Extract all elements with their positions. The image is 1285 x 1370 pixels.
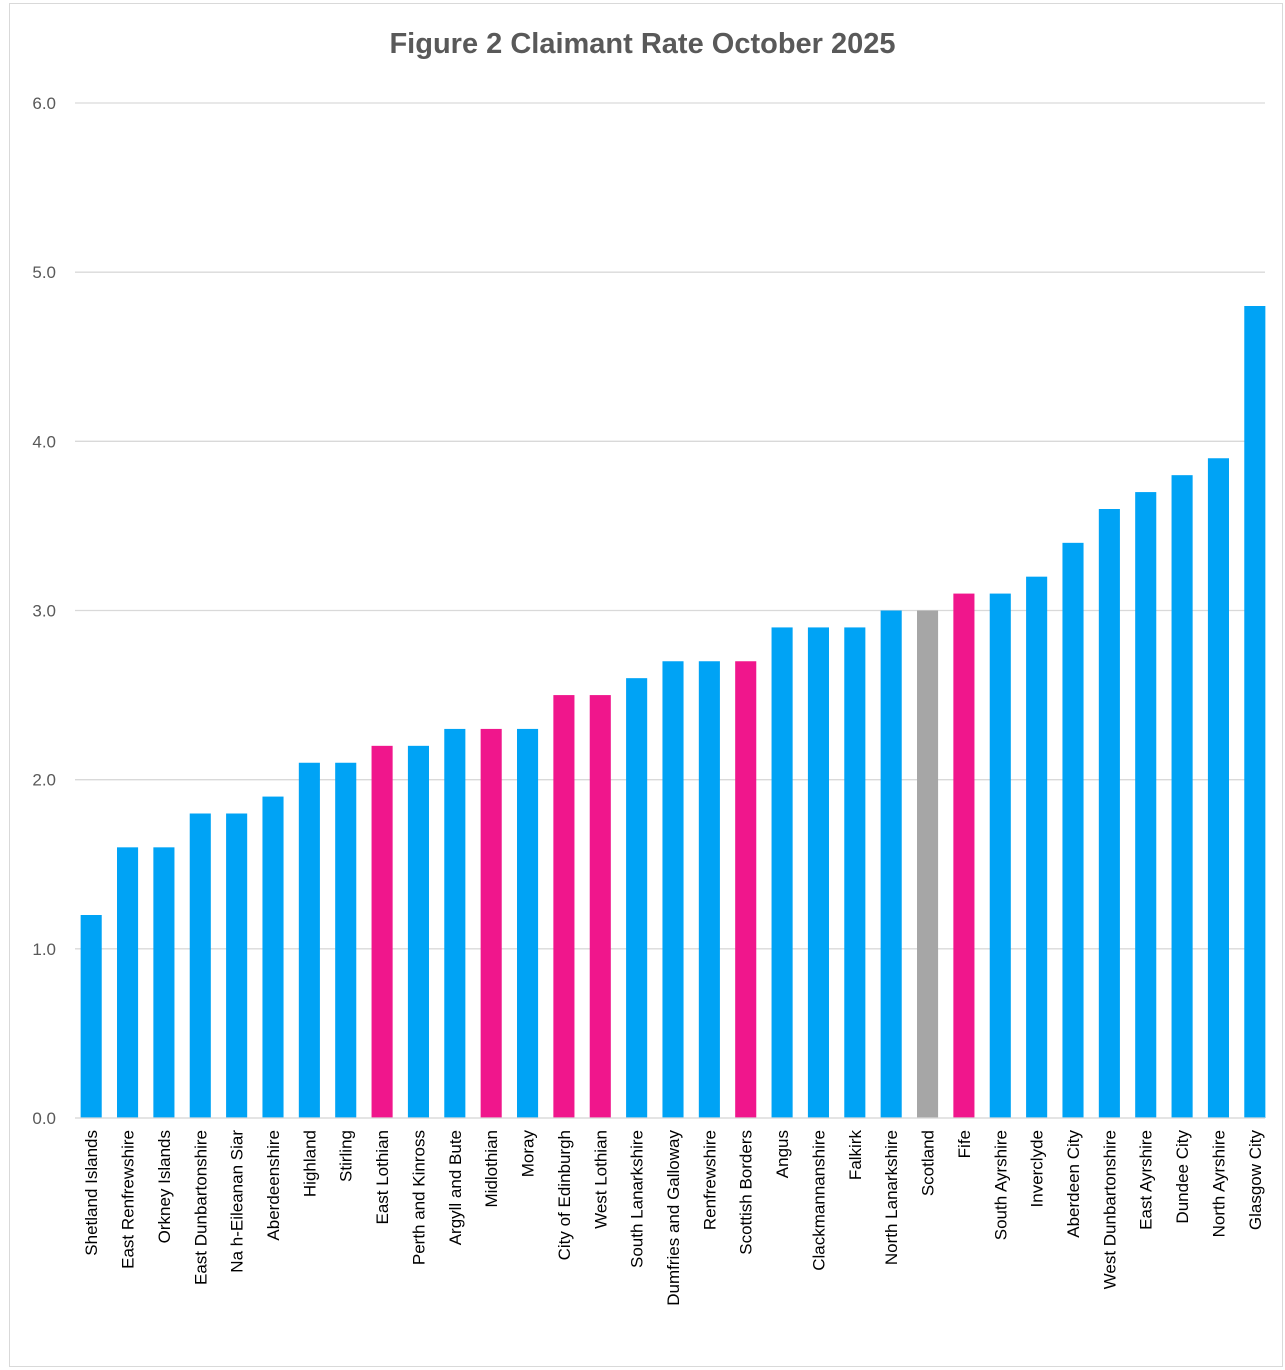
bar: [880, 610, 902, 1118]
x-category-label: Aberdeen City: [1064, 1130, 1083, 1238]
y-tick-label: 0.0: [32, 1109, 56, 1128]
x-category-label: Glasgow City: [1246, 1130, 1265, 1231]
x-category-label: Falkirk: [846, 1130, 865, 1181]
y-axis-tick-labels: 0.0 1.0 2.0 3.0 4.0 5.0 6.0: [32, 94, 56, 1128]
bar: [844, 627, 866, 1118]
x-category-label: Scottish Borders: [737, 1130, 756, 1255]
bar: [589, 695, 611, 1118]
bar: [553, 695, 575, 1118]
x-category-label: Scotland: [919, 1130, 938, 1196]
bar: [80, 915, 102, 1118]
bar: [1026, 576, 1048, 1118]
bar: [1062, 542, 1084, 1118]
bar: [771, 627, 793, 1118]
bar: [1244, 306, 1266, 1118]
bar: [626, 678, 648, 1118]
bar: [1207, 458, 1229, 1118]
bar: [1171, 475, 1193, 1119]
chart-title: Figure 2 Claimant Rate October 2025: [389, 28, 896, 60]
bar: [407, 745, 429, 1118]
bar: [480, 728, 502, 1118]
x-category-label: East Ayrshire: [1137, 1130, 1156, 1230]
bar: [735, 661, 757, 1118]
y-tick-label: 1.0: [32, 940, 56, 959]
bar: [117, 847, 139, 1118]
x-category-label: West Dunbartonshire: [1100, 1130, 1119, 1289]
x-category-label: Highland: [300, 1130, 319, 1197]
x-category-label: North Lanarkshire: [882, 1130, 901, 1265]
bar: [298, 762, 320, 1118]
x-category-label: East Renfrewshire: [119, 1130, 138, 1269]
bar: [807, 627, 829, 1118]
y-tick-label: 4.0: [32, 432, 56, 451]
x-category-label: West Lothian: [591, 1130, 610, 1229]
x-category-label: East Dunbartonshire: [191, 1130, 210, 1285]
x-category-label: Renfrewshire: [700, 1130, 719, 1230]
x-category-label: Orkney Islands: [155, 1130, 174, 1243]
bar: [989, 593, 1011, 1118]
x-category-label: Shetland Islands: [82, 1130, 101, 1256]
x-category-label: Fife: [955, 1130, 974, 1158]
bar: [153, 847, 175, 1118]
y-tick-label: 3.0: [32, 602, 56, 621]
x-category-label: Dumfries and Galloway: [664, 1130, 683, 1306]
bars: [80, 306, 1266, 1119]
x-category-label: Inverclyde: [1028, 1130, 1047, 1207]
bar: [189, 813, 211, 1118]
x-category-label: Perth and Kinross: [409, 1130, 428, 1265]
x-category-label: East Lothian: [373, 1130, 392, 1225]
bar: [517, 728, 539, 1118]
bar: [444, 728, 466, 1118]
bar: [698, 661, 720, 1118]
x-category-label: Dundee City: [1173, 1130, 1192, 1224]
x-category-label: City of Edinburgh: [555, 1130, 574, 1260]
x-axis-category-labels: Shetland Islands East Renfrewshire Orkney …: [82, 1130, 1265, 1306]
x-category-label: Argyll and Bute: [446, 1130, 465, 1245]
y-tick-label: 2.0: [32, 771, 56, 790]
x-category-label: North Ayrshire: [1209, 1130, 1228, 1237]
bar: [226, 813, 248, 1118]
x-category-label: Aberdeenshire: [264, 1130, 283, 1241]
bar: [335, 762, 357, 1118]
x-category-label: Stirling: [337, 1130, 356, 1182]
bar: [1135, 492, 1157, 1118]
bar: [262, 796, 284, 1118]
bar: [953, 593, 975, 1118]
y-tick-label: 5.0: [32, 263, 56, 282]
x-category-label: Midlothian: [482, 1130, 501, 1208]
bar: [1098, 509, 1120, 1118]
x-category-label: Clackmannanshire: [809, 1130, 828, 1271]
y-tick-label: 6.0: [32, 94, 56, 113]
x-category-label: Angus: [773, 1130, 792, 1178]
x-category-label: South Lanarkshire: [628, 1130, 647, 1268]
bar: [371, 745, 393, 1118]
bar: [917, 610, 939, 1118]
bar: [662, 661, 684, 1118]
x-category-label: Na h-Eileanan Siar: [228, 1130, 247, 1273]
x-category-label: South Ayrshire: [991, 1130, 1010, 1240]
x-category-label: Moray: [519, 1130, 538, 1178]
